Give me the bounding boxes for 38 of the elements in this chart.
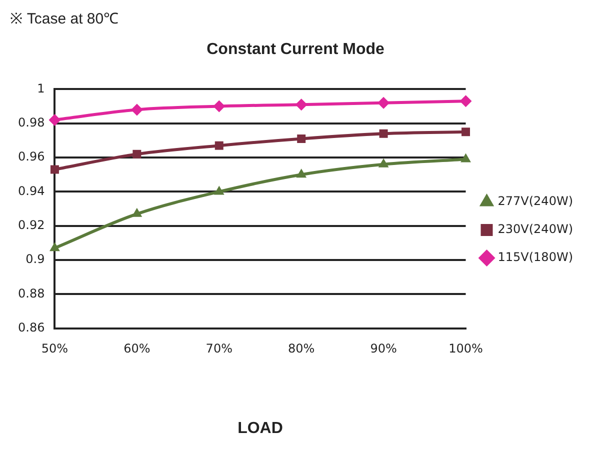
x-tick-label: 70% bbox=[206, 342, 232, 356]
point bbox=[213, 100, 226, 112]
point bbox=[460, 95, 472, 108]
x-tick-label: 90% bbox=[370, 342, 397, 356]
y-tick-label: 0.94 bbox=[18, 184, 45, 198]
y-tick-label: 0.9 bbox=[26, 252, 45, 266]
x-axis-title: LOAD bbox=[238, 420, 283, 437]
legend-label: 230V(240W) bbox=[498, 222, 574, 236]
point bbox=[214, 186, 224, 195]
point bbox=[378, 96, 390, 109]
point bbox=[132, 150, 142, 158]
point bbox=[214, 141, 224, 150]
point bbox=[297, 134, 306, 143]
point bbox=[296, 168, 307, 178]
point bbox=[130, 104, 143, 116]
point bbox=[379, 129, 388, 138]
legend-label: 277V(240W) bbox=[498, 194, 574, 208]
x-tick-label: 50% bbox=[41, 342, 68, 356]
chart-title: Constant Current Mode bbox=[206, 41, 384, 58]
point bbox=[50, 242, 60, 252]
point bbox=[462, 128, 470, 136]
y-tick-label: 1 bbox=[37, 81, 45, 96]
point bbox=[50, 165, 59, 174]
y-tick-label: 0.98 bbox=[18, 115, 45, 130]
point bbox=[460, 153, 471, 162]
text: ※ Tcase at 80℃ bbox=[10, 10, 119, 28]
point bbox=[132, 208, 142, 217]
x-tick-label: 80% bbox=[288, 342, 315, 356]
y-tick-label: 0.96 bbox=[18, 150, 45, 164]
y-tick-label: 0.88 bbox=[18, 286, 45, 300]
legend-label: 115V(180W) bbox=[498, 250, 574, 264]
point bbox=[295, 98, 308, 111]
x-tick-label: 60% bbox=[124, 342, 150, 356]
point bbox=[48, 114, 61, 126]
y-tick-label: 0.86 bbox=[18, 320, 45, 335]
x-tick-label: 100% bbox=[448, 342, 483, 356]
point bbox=[378, 158, 389, 168]
y-tick-label: 0.92 bbox=[18, 218, 45, 232]
